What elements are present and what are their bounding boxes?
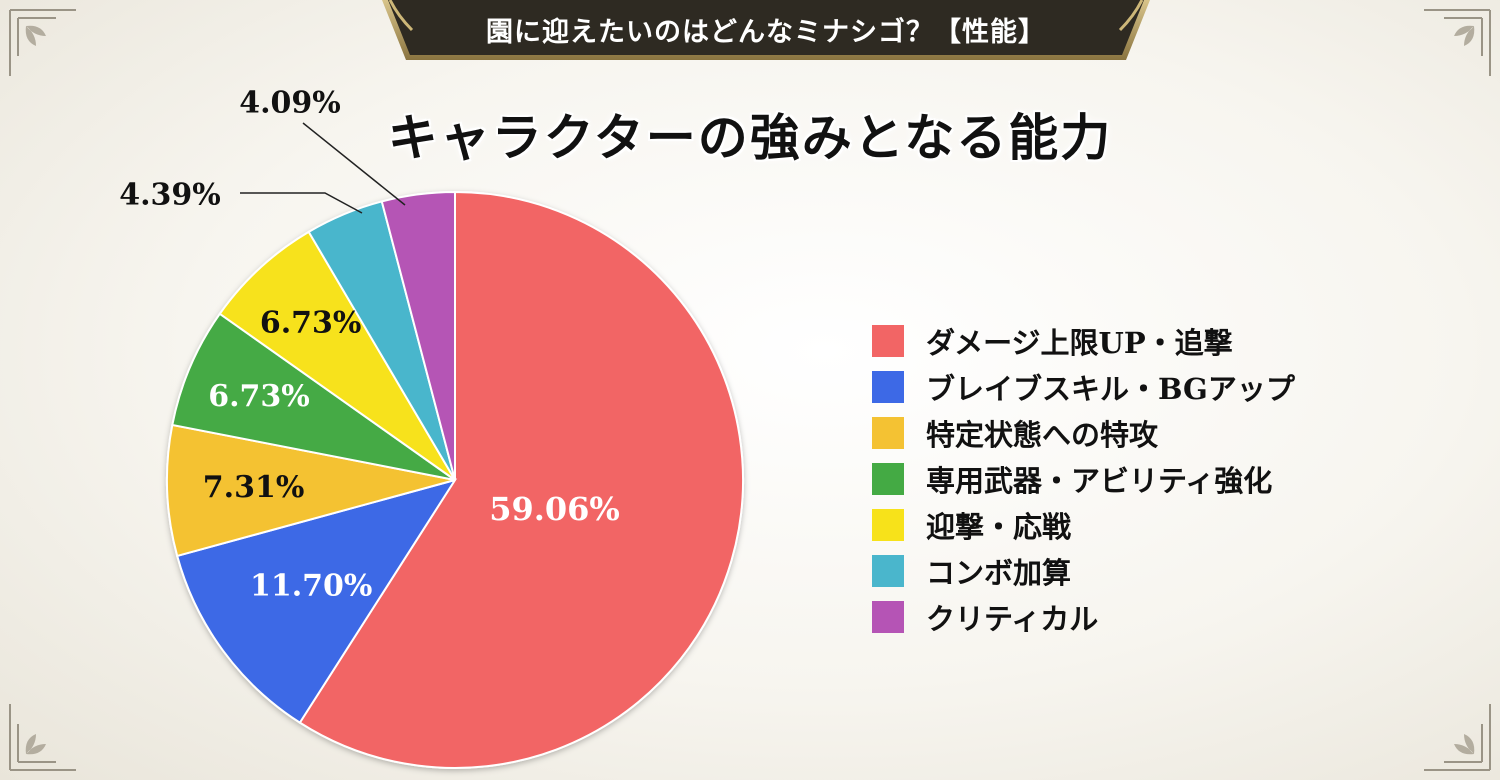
chart-title: キャラクターの強みとなる能力: [387, 109, 1113, 167]
slice-data-label: 4.09%: [239, 86, 341, 121]
legend-swatch: [872, 509, 904, 541]
pie-slice: [218, 230, 456, 481]
legend-item: 迎撃・応戦: [872, 502, 1295, 548]
pie-slice: [175, 478, 458, 725]
pie-slice: [298, 190, 744, 769]
slice-data-label: 7.31%: [203, 470, 305, 505]
legend-label: 専用武器・アビリティ強化: [926, 464, 1273, 498]
legend-swatch: [872, 417, 904, 449]
ornament-corner-icon: [9, 9, 76, 76]
legend-item: コンボ加算: [872, 548, 1295, 594]
legend-label: ダメージ上限UP・追撃: [926, 326, 1233, 360]
legend-swatch: [872, 463, 904, 495]
legend-item: 特定状態への特攻: [872, 410, 1295, 456]
legend-swatch: [872, 371, 904, 403]
ornament-corner-icon: [9, 704, 76, 771]
legend-item: 専用武器・アビリティ強化: [872, 456, 1295, 502]
slice-data-label: 59.06%: [489, 490, 620, 528]
chart-legend: ダメージ上限UP・追撃ブレイブスキル・BGアップ 特定状態への特攻専用武器・アビリ…: [872, 318, 1295, 640]
banner-title: 園に迎えたいのはどんなミナシゴ？【性能】: [486, 16, 1046, 48]
legend-swatch: [872, 555, 904, 587]
slice-data-label: 4.39%: [119, 178, 221, 213]
header-banner: 園に迎えたいのはどんなミナシゴ？【性能】: [382, 0, 1150, 64]
pie-slice: [380, 190, 456, 481]
slice-data-label: 11.70%: [250, 568, 372, 603]
legend-label: ブレイブスキル・BGアップ: [926, 372, 1295, 406]
pie-slice: [166, 423, 456, 558]
leader-line: [302, 122, 406, 206]
slice-data-label: 6.73%: [260, 306, 362, 341]
pie-slice: [171, 312, 456, 481]
legend-label: コンボ加算: [926, 556, 1072, 590]
slice-data-label: 6.73%: [208, 379, 310, 414]
legend-label: 迎撃・応戦: [926, 510, 1072, 544]
legend-item: ブレイブスキル・BGアップ: [872, 364, 1295, 410]
banner-plate-icon: [382, 0, 1150, 60]
legend-label: 特定状態への特攻: [926, 418, 1159, 452]
legend-swatch: [872, 601, 904, 633]
leader-line: [240, 192, 363, 214]
ornament-corner-icon: [1424, 9, 1491, 76]
legend-item: クリティカル: [872, 594, 1295, 640]
legend-label: クリティカル: [926, 602, 1099, 636]
ornament-corner-icon: [1424, 704, 1491, 771]
legend-swatch: [872, 325, 904, 357]
legend-item: ダメージ上限UP・追撃: [872, 318, 1295, 364]
